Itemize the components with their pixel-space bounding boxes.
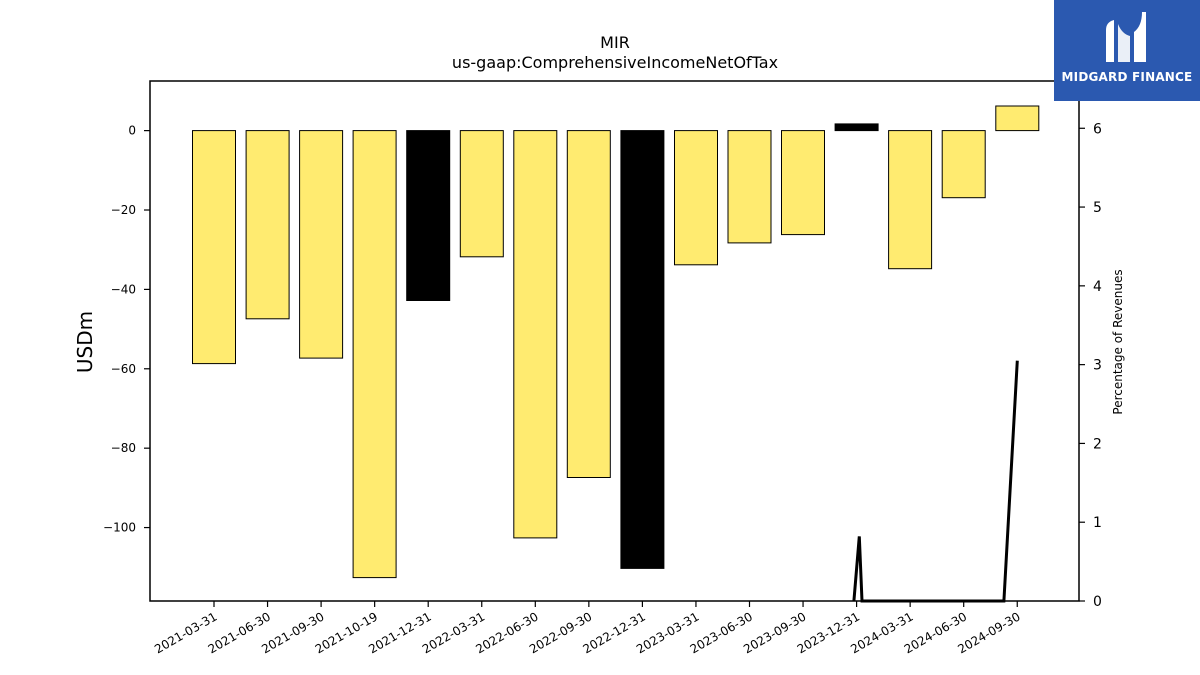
bar-2023-06-30 xyxy=(727,130,772,244)
bar-2021-03-31 xyxy=(192,130,236,365)
chart-title: MIR xyxy=(600,33,630,52)
bar-2023-12-31 xyxy=(834,123,879,132)
bar-2022-06-30 xyxy=(513,130,558,539)
bar-2023-03-31 xyxy=(674,130,718,266)
y2-tick-label: 1 xyxy=(1093,515,1102,531)
bar-2021-12-31 xyxy=(406,130,451,301)
bar-2021-06-30 xyxy=(245,130,290,320)
y-tick-label: 0 xyxy=(128,124,136,138)
bar-2023-09-30 xyxy=(781,130,825,236)
chart-subtitle: us-gaap:ComprehensiveIncomeNetOfTax xyxy=(452,53,778,72)
y2-tick-label: 0 xyxy=(1093,594,1102,610)
bar-2021-09-30 xyxy=(299,130,344,359)
ratio-line xyxy=(852,360,1019,603)
y-tick-label: −60 xyxy=(111,362,136,376)
y-tick-label: −20 xyxy=(111,203,136,217)
y2-tick-label: 2 xyxy=(1093,436,1102,452)
brand-logo: MIDGARD FINANCE xyxy=(1054,0,1200,101)
bar-2022-12-31 xyxy=(620,130,665,569)
y-tick-label: −40 xyxy=(111,282,136,296)
y-tick-label: −80 xyxy=(111,441,136,455)
bar-2021-10-19 xyxy=(352,130,397,579)
x-axis: 2021-03-312021-06-302021-09-302021-10-19… xyxy=(152,601,1023,656)
bar-2022-09-30 xyxy=(566,130,611,478)
y-axis: 0 −20 −40 −60 −80 −100 xyxy=(103,124,150,535)
y2-tick-label: 6 xyxy=(1093,121,1102,137)
plot-frame xyxy=(149,80,1080,602)
y2-tick-label: 4 xyxy=(1093,279,1102,295)
y-tick-label: −100 xyxy=(103,521,136,535)
bar-2022-03-31 xyxy=(459,130,504,258)
y2-axis: 0 1 2 3 4 5 6 xyxy=(1079,121,1102,610)
bars xyxy=(192,105,1040,579)
midgard-logo-icon xyxy=(1106,12,1146,62)
bar-2024-09-30 xyxy=(995,105,1040,132)
bar-2024-03-31 xyxy=(888,130,933,270)
y-axis-label: USDm xyxy=(73,311,97,373)
ratio-line-layer xyxy=(852,360,1019,603)
y2-axis-label: Percentage of Revenues xyxy=(1111,269,1125,414)
bar-2024-06-30 xyxy=(941,130,986,199)
y2-tick-label: 3 xyxy=(1093,358,1102,374)
logo-text: MIDGARD FINANCE xyxy=(1061,70,1193,84)
y2-tick-label: 5 xyxy=(1093,200,1102,216)
